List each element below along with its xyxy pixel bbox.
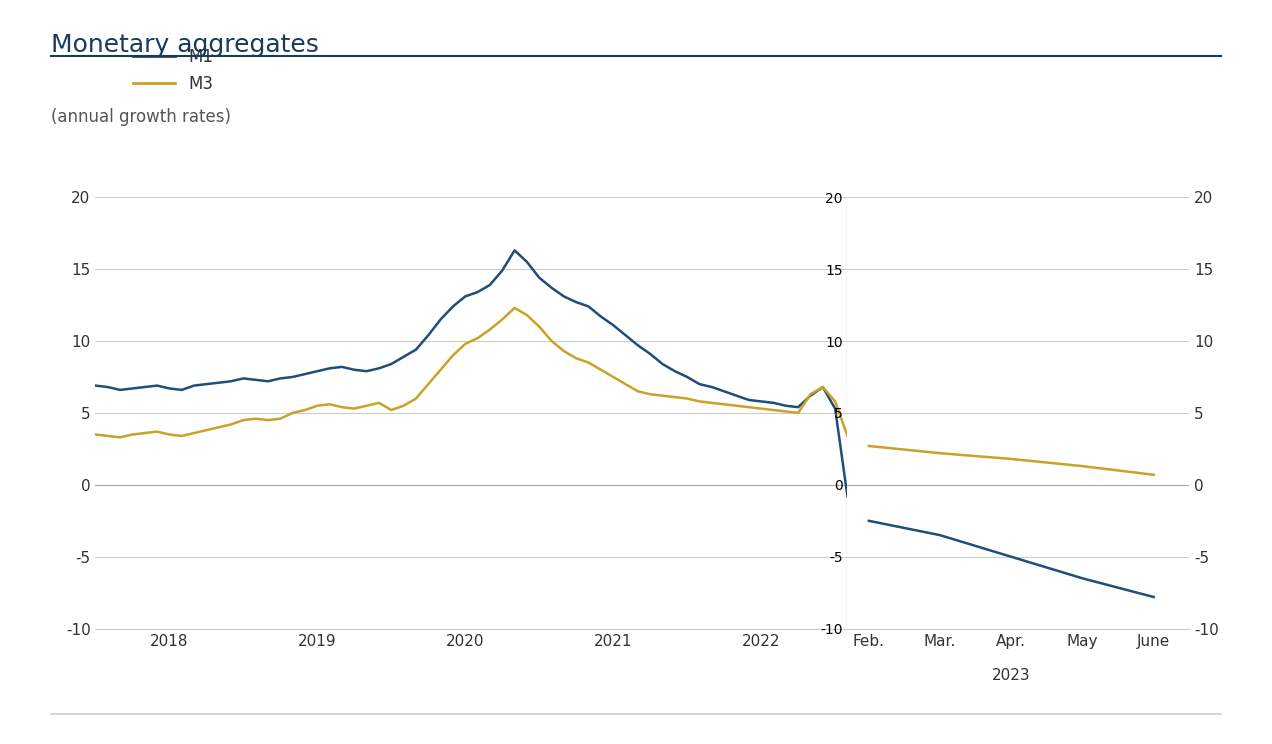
Text: (annual growth rates): (annual growth rates)	[51, 108, 232, 126]
Text: Monetary aggregates: Monetary aggregates	[51, 33, 319, 57]
Text: 2023: 2023	[992, 667, 1030, 682]
Legend: M1, M3: M1, M3	[126, 42, 220, 99]
